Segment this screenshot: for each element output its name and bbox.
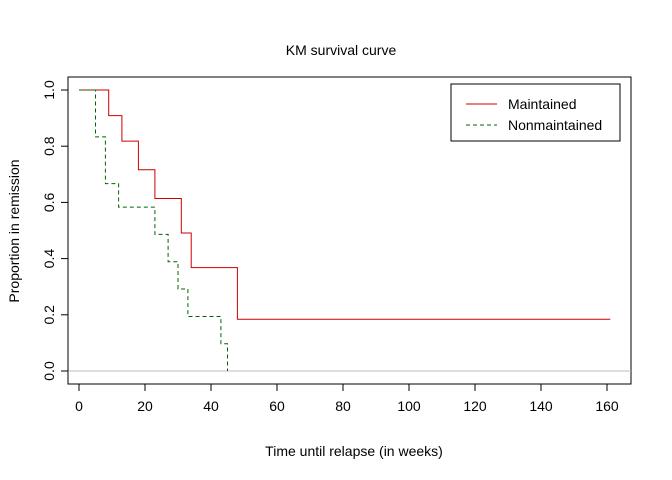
x-tick-label: 40 [203,398,219,414]
y-axis-label: Proportion in remission [6,159,22,302]
x-tick-label: 160 [595,398,619,414]
x-tick-label: 120 [463,398,487,414]
x-tick-label: 100 [397,398,421,414]
y-tick-label: 0.8 [41,136,57,156]
x-axis-label: Time until relapse (in weeks) [265,443,443,459]
y-tick-label: 0.2 [41,305,57,325]
legend-label-maintained: Maintained [508,96,577,112]
x-tick-label: 0 [75,398,83,414]
series-line-maintained [79,89,611,320]
y-tick-label: 0.0 [41,361,57,381]
y-tick-label: 1.0 [41,80,57,100]
x-tick-label: 80 [335,398,351,414]
legend: Maintained Nonmaintained [450,83,621,142]
legend-label-nonmaintained: Nonmaintained [508,117,602,133]
x-tick-label: 60 [269,398,285,414]
x-tick-label: 20 [137,398,153,414]
legend-box [450,83,621,142]
chart-title: KM survival curve [286,42,397,58]
series-line-nonmaintained [79,89,228,371]
x-tick-label: 140 [529,398,553,414]
y-tick-label: 0.4 [41,249,57,269]
y-tick-label: 0.6 [41,192,57,212]
